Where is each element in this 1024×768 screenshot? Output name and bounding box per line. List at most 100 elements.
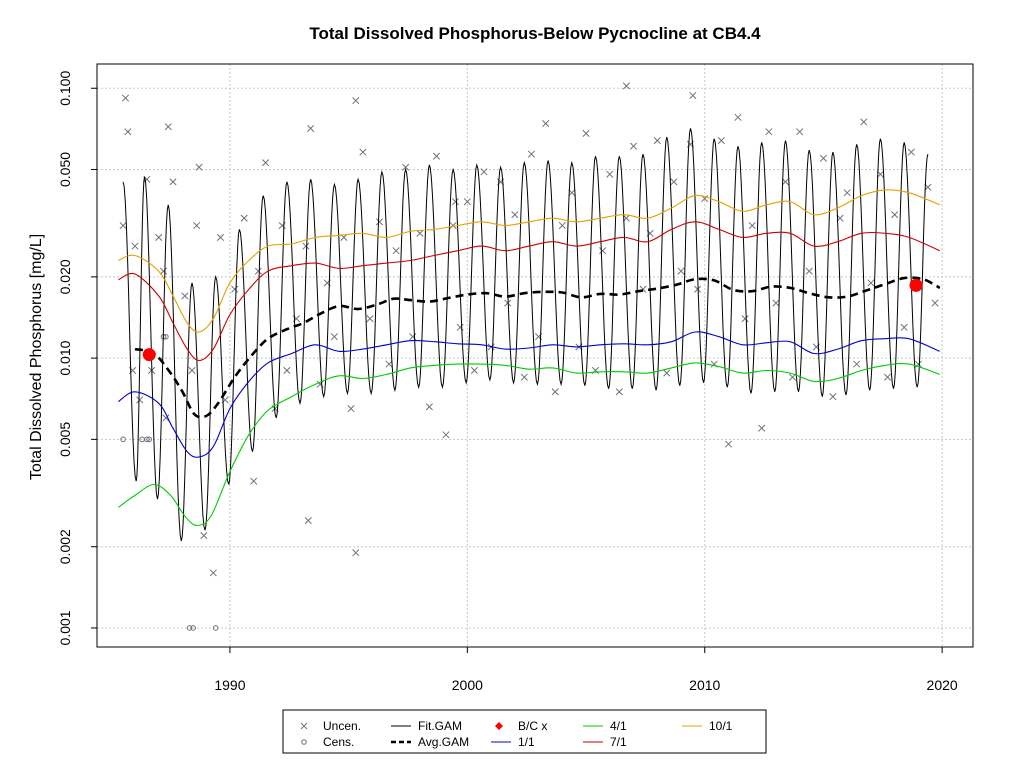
uncensored-point [615,388,623,396]
uncensored-point [551,388,559,396]
legend-item: B/C x [495,719,547,733]
uncensored-point [511,211,519,219]
uncensored-point [193,221,201,230]
legend-label: Fit.GAM [418,719,462,733]
uncensored-point [629,142,638,150]
uncensored-point [169,178,177,186]
uncensored-point [347,405,355,413]
legend-swatch [300,722,308,730]
y-tick-label: 0.020 [57,259,73,294]
uncensored-point [480,168,488,176]
censored-point [212,625,219,631]
uncensored-point [670,178,678,186]
uncensored-point [385,360,393,368]
uncensored-point [883,373,892,381]
censored-observations [120,333,219,631]
uncensored-point [622,82,630,90]
uncensored-point [843,189,851,197]
uncensored-point [734,113,742,121]
uncensored-point [470,366,479,375]
uncensored-point [663,369,671,377]
y-tick-label: 0.050 [57,152,73,187]
uncensored-point [124,128,132,136]
uncensored-point [181,292,189,300]
uncensored-observations [119,82,939,577]
uncensored-point [254,267,262,275]
uncensored-point [307,124,315,132]
uncensored-point [781,178,790,186]
legend-item: Cens. [301,735,354,749]
uncensored-point [724,440,733,448]
uncensored-point [772,299,780,307]
uncensored-point [606,170,614,178]
legend-label: Avg.GAM [418,735,469,749]
uncensored-point [867,279,875,287]
uncensored-point [209,569,217,577]
uncensored-point [677,267,685,275]
uncensored-point [748,221,756,230]
uncensored-point [931,299,939,307]
legend-item: Uncen. [300,719,361,733]
uncensored-point [689,91,697,100]
uncensored-point [717,137,725,145]
legend-label: 4/1 [610,719,627,733]
plot-frame [96,63,974,648]
uncensored-point [304,517,312,525]
legend-label: 1/1 [518,735,535,749]
uncensored-point [121,94,130,102]
uncensored-point [758,424,766,432]
censored-point [144,436,150,443]
uncensored-point [653,137,661,145]
uncensored-point [366,315,374,323]
uncensored-point [819,154,827,162]
uncensored-point [741,315,749,323]
legend-item: 4/1 [583,719,627,733]
uncensored-point [261,159,270,167]
legend-item: Avg.GAM [391,735,469,749]
uncensored-point [449,221,457,230]
uncensored-point [392,247,400,255]
uncensored-point [463,198,471,206]
x-tick-label: 1990 [214,677,245,693]
uncensored-point [900,323,908,331]
y-axis-label: Total Dissolved Phosphorus [mg/L] [28,234,45,480]
uncensored-point [582,129,590,138]
series-line-7-1 [118,221,941,362]
uncensored-point [155,233,163,241]
uncensored-point [765,128,773,136]
uncensored-point [542,119,550,128]
censored-point [146,436,153,443]
uncensored-point [216,233,225,241]
uncensored-point [375,218,384,226]
uncensored-point [188,366,196,375]
uncensored-point [283,366,291,375]
uncensored-point [162,414,170,422]
legend-label: Cens. [323,735,354,749]
legend-item: 1/1 [491,735,535,749]
uncensored-point [250,477,258,485]
legend-label: 10/1 [709,719,733,733]
x-tick-label: 2020 [927,677,958,693]
series-line-10-1 [118,189,940,333]
uncensored-point [131,242,139,250]
uncensored-point [853,360,861,368]
uncensored-point [164,123,172,131]
censored-point [186,625,193,631]
legend-label: Uncen. [323,719,361,733]
uncensored-point [694,285,702,293]
legend-label: 7/1 [610,735,627,749]
series-layer [118,128,941,542]
legend-box [282,709,767,754]
baseline-marker [142,348,156,362]
uncensored-point [907,148,915,156]
x-tick-label: 2010 [689,677,720,693]
y-tick-label: 0.002 [57,529,73,564]
uncensored-point [231,285,239,293]
uncensored-point [200,531,208,540]
uncensored-point [805,267,813,275]
uncensored-point [402,163,410,171]
series-line-1-1 [118,331,941,458]
uncensored-point [796,128,804,136]
legend: Uncen. Cens. Fit.GAM Avg.GAM B/C x 1/1 4/1 7/1 1… [282,709,767,754]
